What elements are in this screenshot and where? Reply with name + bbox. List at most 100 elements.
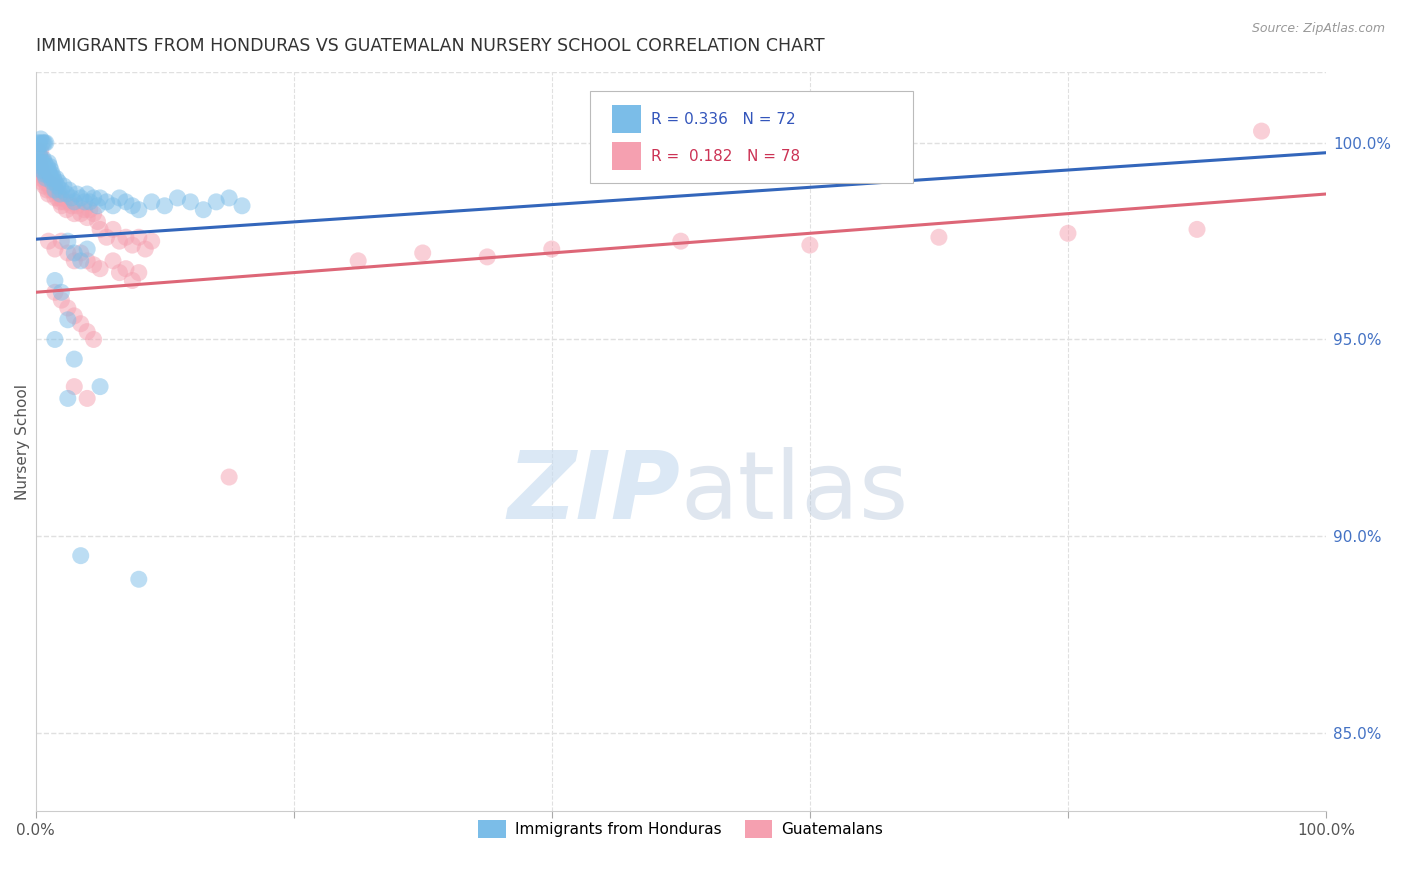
Point <box>49 186 72 201</box>
Point <box>83 258 105 272</box>
Point <box>799 238 821 252</box>
Point <box>45 183 67 197</box>
Point <box>27 152 49 166</box>
Point <box>37 234 59 248</box>
Point <box>35 163 58 178</box>
Point <box>89 222 111 236</box>
Point <box>128 230 150 244</box>
Text: atlas: atlas <box>681 448 910 540</box>
Point <box>412 246 434 260</box>
Point <box>31 155 53 169</box>
Point <box>63 309 86 323</box>
Point <box>218 191 240 205</box>
Point <box>128 202 150 217</box>
Point <box>76 253 98 268</box>
Point <box>52 194 75 209</box>
Point <box>34 136 56 150</box>
Point <box>1057 227 1080 241</box>
Point <box>101 222 124 236</box>
Point <box>27 136 49 150</box>
Point <box>42 171 65 186</box>
Point <box>48 186 70 201</box>
Point <box>28 147 51 161</box>
Point <box>41 167 63 181</box>
Point <box>37 163 59 178</box>
Point <box>218 470 240 484</box>
Point <box>44 183 66 197</box>
Point <box>63 246 86 260</box>
Point <box>38 179 60 194</box>
Point <box>39 183 62 197</box>
Point <box>56 313 79 327</box>
Point <box>31 136 53 150</box>
Point <box>60 199 83 213</box>
Point <box>73 194 96 209</box>
Point <box>121 199 143 213</box>
Point <box>63 379 86 393</box>
Point <box>52 179 75 194</box>
Legend: Immigrants from Honduras, Guatemalans: Immigrants from Honduras, Guatemalans <box>472 814 889 844</box>
Point <box>69 549 91 563</box>
Point <box>30 132 52 146</box>
Point <box>86 214 108 228</box>
Point <box>166 191 188 205</box>
Point <box>55 186 77 201</box>
Point <box>46 179 69 194</box>
Point <box>928 230 950 244</box>
Point <box>44 273 66 287</box>
Point <box>27 144 49 158</box>
Point <box>44 242 66 256</box>
Point <box>42 183 65 197</box>
Point <box>1250 124 1272 138</box>
Point <box>58 183 80 197</box>
Point <box>58 194 80 209</box>
Point <box>76 392 98 406</box>
Text: IMMIGRANTS FROM HONDURAS VS GUATEMALAN NURSERY SCHOOL CORRELATION CHART: IMMIGRANTS FROM HONDURAS VS GUATEMALAN N… <box>35 37 824 55</box>
Point <box>66 186 89 201</box>
Point <box>41 175 63 189</box>
Point <box>76 242 98 256</box>
Point <box>108 234 131 248</box>
Point <box>37 183 59 197</box>
Point <box>51 234 73 248</box>
Point <box>231 199 253 213</box>
Point <box>83 191 105 205</box>
Point <box>121 238 143 252</box>
Point <box>540 242 562 256</box>
Point <box>96 194 118 209</box>
Point <box>1185 222 1208 236</box>
Point <box>86 199 108 213</box>
Point <box>28 147 51 161</box>
Point <box>141 234 163 248</box>
Point <box>27 140 49 154</box>
Point <box>30 171 52 186</box>
Point <box>115 230 138 244</box>
Point <box>32 136 55 150</box>
Point <box>31 163 53 178</box>
Point <box>31 175 53 189</box>
Point <box>69 253 91 268</box>
Point <box>205 194 228 209</box>
Point <box>35 175 58 189</box>
Point <box>28 167 51 181</box>
Point <box>32 152 55 166</box>
Point <box>63 194 86 209</box>
Point <box>51 285 73 300</box>
Point <box>83 333 105 347</box>
Point <box>34 155 56 169</box>
Text: R =  0.182   N = 78: R = 0.182 N = 78 <box>651 149 800 164</box>
Point <box>32 167 55 181</box>
Point <box>27 163 49 178</box>
Point <box>79 194 101 209</box>
Point <box>79 202 101 217</box>
FancyBboxPatch shape <box>591 91 912 183</box>
Point <box>56 246 79 260</box>
Point <box>96 230 118 244</box>
Text: R = 0.336   N = 72: R = 0.336 N = 72 <box>651 112 796 127</box>
Point <box>179 194 201 209</box>
Point <box>69 191 91 205</box>
Point <box>63 352 86 367</box>
Point <box>37 160 59 174</box>
Text: ZIP: ZIP <box>508 448 681 540</box>
Point <box>28 155 51 169</box>
